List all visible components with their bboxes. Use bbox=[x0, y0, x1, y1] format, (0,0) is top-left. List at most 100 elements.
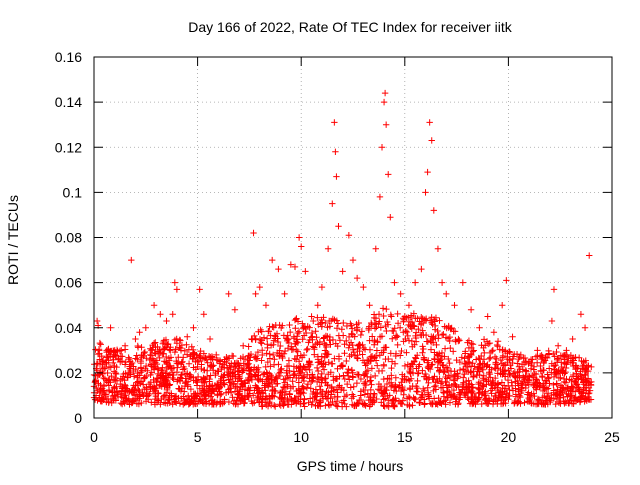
data-point bbox=[561, 386, 569, 393]
data-point bbox=[221, 396, 228, 403]
data-point bbox=[117, 380, 124, 388]
data-point bbox=[190, 324, 197, 331]
data-point bbox=[353, 379, 361, 387]
data-point bbox=[263, 335, 271, 342]
data-point bbox=[272, 333, 279, 340]
data-point bbox=[391, 360, 399, 367]
data-point bbox=[550, 387, 557, 394]
data-point bbox=[356, 347, 363, 355]
data-point bbox=[150, 301, 158, 309]
data-point bbox=[433, 400, 440, 408]
data-point bbox=[424, 364, 432, 371]
data-point bbox=[378, 144, 386, 151]
data-point bbox=[142, 398, 150, 405]
data-point bbox=[209, 400, 217, 408]
data-point bbox=[368, 365, 376, 372]
data-point bbox=[488, 348, 496, 355]
data-point bbox=[224, 371, 231, 379]
data-point bbox=[472, 393, 480, 401]
data-point bbox=[136, 391, 143, 398]
data-point bbox=[190, 364, 197, 371]
data-point bbox=[569, 373, 577, 380]
data-point bbox=[201, 392, 209, 399]
data-point bbox=[178, 375, 186, 382]
data-point bbox=[155, 389, 162, 397]
y-tick-label: 0.16 bbox=[55, 49, 82, 65]
data-point bbox=[197, 347, 204, 355]
data-point bbox=[425, 374, 433, 381]
data-point bbox=[536, 380, 543, 387]
data-point bbox=[336, 373, 343, 380]
data-point bbox=[214, 392, 221, 399]
data-point bbox=[469, 359, 476, 367]
data-point bbox=[173, 286, 181, 293]
data-point bbox=[258, 357, 265, 364]
data-point bbox=[176, 336, 183, 344]
data-point bbox=[275, 361, 282, 368]
data-point bbox=[414, 315, 421, 322]
data-point bbox=[267, 402, 275, 409]
data-point bbox=[404, 376, 412, 383]
data-point bbox=[194, 373, 202, 381]
data-point bbox=[200, 400, 208, 407]
data-point bbox=[207, 353, 214, 361]
data-point bbox=[424, 359, 431, 366]
data-point bbox=[586, 252, 593, 259]
data-point bbox=[147, 383, 154, 390]
data-point bbox=[430, 207, 438, 214]
data-point bbox=[183, 351, 191, 358]
data-point bbox=[300, 324, 307, 331]
data-point bbox=[343, 322, 351, 330]
data-point bbox=[509, 355, 516, 363]
data-point bbox=[563, 347, 570, 354]
data-point bbox=[400, 338, 407, 345]
data-point bbox=[422, 189, 429, 196]
data-point bbox=[267, 332, 274, 339]
y-tick-label: 0.1 bbox=[63, 184, 83, 200]
data-point bbox=[431, 355, 438, 363]
data-point bbox=[588, 363, 595, 371]
data-point bbox=[165, 355, 173, 362]
data-point bbox=[117, 399, 125, 407]
data-point bbox=[306, 358, 313, 365]
y-tick-label: 0.14 bbox=[55, 94, 82, 110]
data-point bbox=[525, 358, 533, 365]
data-point bbox=[469, 384, 477, 391]
data-point bbox=[517, 351, 525, 359]
data-point bbox=[587, 396, 595, 403]
data-point bbox=[466, 359, 473, 366]
data-point bbox=[93, 317, 101, 325]
data-point bbox=[335, 353, 343, 360]
data-point bbox=[311, 351, 318, 358]
data-point bbox=[446, 359, 453, 367]
data-point bbox=[422, 370, 429, 378]
data-point bbox=[149, 355, 156, 362]
data-point bbox=[394, 320, 402, 327]
data-point bbox=[258, 403, 266, 410]
data-point bbox=[166, 393, 173, 401]
data-point bbox=[295, 328, 303, 335]
data-point bbox=[101, 359, 109, 366]
data-point bbox=[491, 364, 499, 372]
data-point bbox=[291, 263, 299, 271]
data-point bbox=[293, 364, 300, 372]
data-point bbox=[121, 381, 129, 389]
data-point bbox=[276, 401, 283, 408]
data-point bbox=[534, 347, 541, 354]
data-point bbox=[427, 346, 435, 353]
data-point bbox=[585, 384, 593, 392]
data-point bbox=[577, 311, 585, 318]
data-point bbox=[557, 382, 565, 389]
data-point bbox=[483, 363, 491, 370]
data-point bbox=[105, 399, 112, 406]
data-point bbox=[519, 380, 526, 388]
data-point bbox=[232, 401, 239, 408]
data-point bbox=[256, 283, 263, 291]
x-tick-label: 20 bbox=[501, 429, 517, 445]
data-point bbox=[200, 393, 208, 400]
data-point bbox=[262, 301, 270, 309]
data-point bbox=[353, 274, 361, 282]
data-point bbox=[503, 277, 510, 284]
data-point bbox=[382, 121, 390, 128]
data-point bbox=[558, 389, 566, 396]
